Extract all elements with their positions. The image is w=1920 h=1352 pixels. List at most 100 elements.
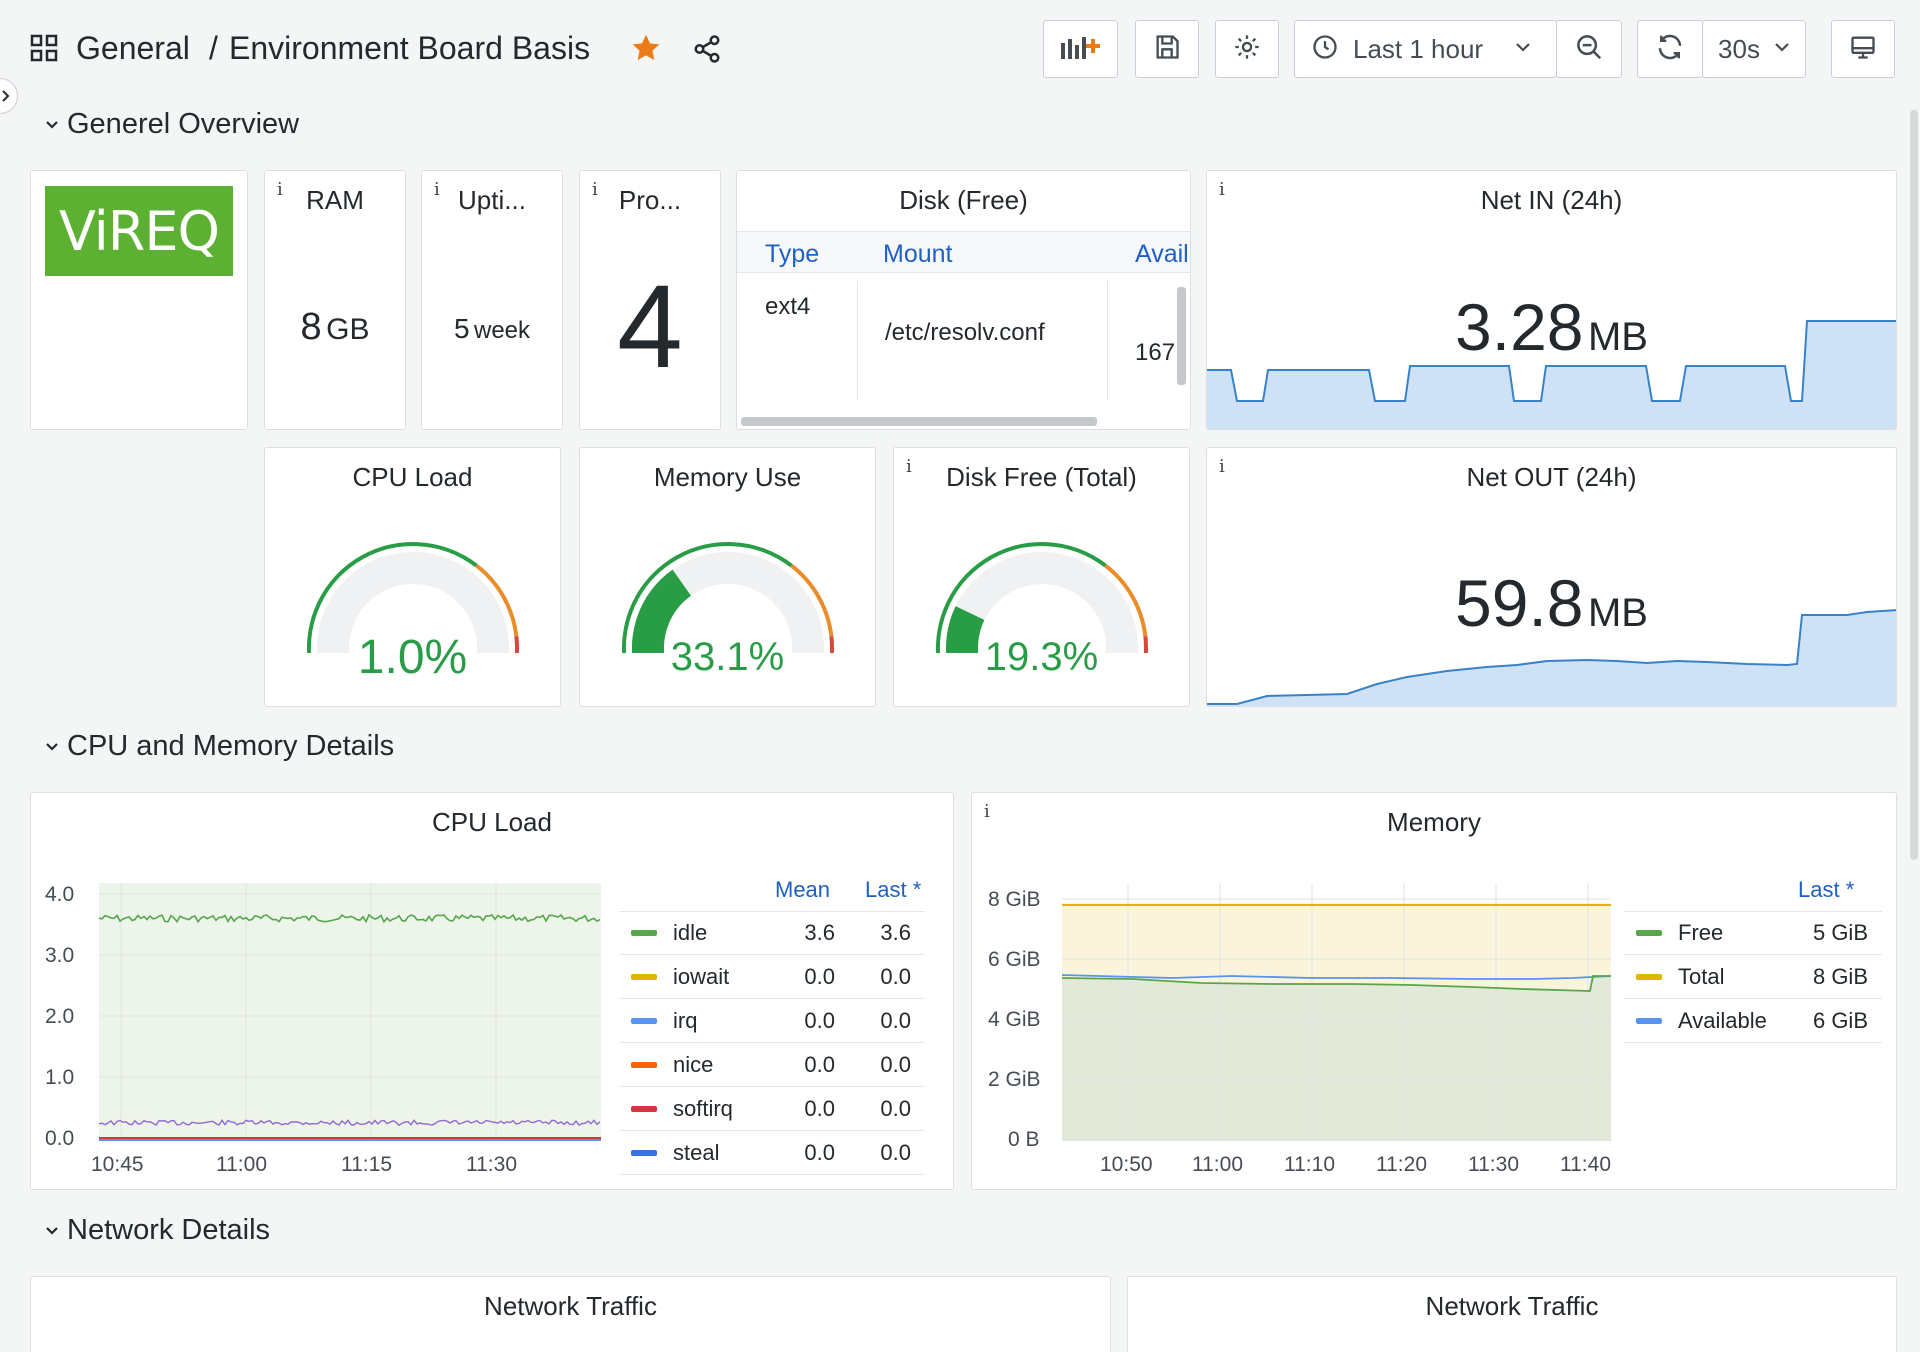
- legend-item[interactable]: Available 6 GiB: [1624, 1000, 1882, 1043]
- legend-swatch: [631, 1018, 657, 1024]
- cell-avail: 167: [1135, 339, 1176, 366]
- legend-series-name: Available: [1678, 1008, 1767, 1033]
- cpu-legend: Mean Last * idle 3.6 3.6 iowait 0.0 0.0 irq 0.0…: [619, 853, 941, 1175]
- panel-title: Network Traffic: [484, 1291, 657, 1321]
- legend-series-name: Total: [1678, 964, 1725, 989]
- tv-mode-button[interactable]: [1831, 20, 1895, 78]
- legend-item[interactable]: steal 0.0 0.0: [619, 1132, 925, 1175]
- network-traffic-panel-right: Network Traffic: [1127, 1276, 1897, 1352]
- gauge-threshold-band: [1104, 563, 1148, 637]
- ram-value: 8: [300, 306, 322, 348]
- row-header-cpu-memory[interactable]: CPU and Memory Details: [45, 730, 394, 763]
- cpu-gauge: [307, 542, 519, 653]
- uptime-unit: week: [474, 317, 531, 344]
- save-dashboard-button[interactable]: [1135, 20, 1199, 78]
- stat-value: 5 week: [422, 313, 562, 345]
- x-tick-label: 11:30: [1468, 1153, 1519, 1176]
- legend-last-value: 5 GiB: [1812, 920, 1868, 945]
- legend-series-name: steal: [673, 1140, 720, 1165]
- time-picker[interactable]: Last 1 hour: [1294, 20, 1557, 78]
- info-icon[interactable]: i: [984, 801, 990, 822]
- dashboard-title[interactable]: Environment Board Basis: [229, 30, 591, 66]
- info-icon[interactable]: i: [906, 456, 912, 477]
- memory-legend: Last * Free 5 GiB Total 8 GiB Available 6 GiB: [1624, 853, 1882, 1053]
- zoom-out-icon: [1574, 32, 1604, 67]
- stat-value: 3.28 MB: [1207, 289, 1896, 365]
- panel-title: Network Traffic: [1425, 1291, 1599, 1321]
- table-horizontal-scrollbar[interactable]: [741, 417, 1097, 426]
- legend-series-name: iowait: [673, 964, 730, 989]
- processes-stat-panel: i Pro... 4: [579, 170, 721, 430]
- legend-header-mean[interactable]: Mean: [775, 877, 831, 902]
- stat-value: 59.8 MB: [1207, 565, 1896, 641]
- y-tick-label: 1.0: [45, 1066, 74, 1089]
- legend-series-name: softirq: [673, 1096, 733, 1121]
- net-in-panel: i Net IN (24h) 3.28 MB: [1206, 170, 1897, 430]
- legend-header-last[interactable]: Last *: [865, 877, 922, 902]
- info-icon[interactable]: i: [1219, 456, 1225, 477]
- legend-mean-value: 0.0: [804, 1096, 835, 1121]
- gauge-threshold-band: [514, 636, 519, 653]
- top-bar: General / Environment Board Basis Last 1…: [0, 0, 1920, 100]
- panel-title: Disk Free (Total): [946, 462, 1137, 492]
- info-icon[interactable]: i: [1219, 179, 1225, 200]
- y-tick-label: 2.0: [45, 1005, 74, 1028]
- table-vertical-scrollbar[interactable]: [1177, 287, 1186, 385]
- x-tick-label: 10:50: [1100, 1153, 1153, 1176]
- column-header-type[interactable]: Type: [765, 240, 820, 268]
- y-tick-label: 4 GiB: [988, 1008, 1041, 1031]
- plot-area: [99, 883, 601, 1141]
- series-line-idle: [98, 913, 601, 924]
- page-scrollbar[interactable]: [1910, 110, 1918, 860]
- legend-item[interactable]: iowait 0.0 0.0: [619, 956, 925, 999]
- row-header-network[interactable]: Network Details: [45, 1214, 270, 1247]
- row-title: Generel Overview: [67, 108, 300, 140]
- legend-mean-value: 0.0: [804, 1008, 835, 1033]
- refresh-interval-picker[interactable]: 30s: [1702, 20, 1806, 78]
- legend-series-name: Free: [1678, 920, 1724, 945]
- panel-title: Pro...: [618, 185, 682, 215]
- legend-swatch: [1636, 974, 1662, 980]
- legend-item[interactable]: nice 0.0 0.0: [619, 1044, 925, 1087]
- memory-gauge: [622, 542, 834, 653]
- legend-item[interactable]: Free 5 GiB: [1624, 912, 1882, 955]
- add-panel-button[interactable]: [1043, 20, 1118, 78]
- cell-type: ext4: [765, 293, 811, 320]
- logo-panel: ViREQ: [30, 170, 248, 430]
- x-tick-label: 11:10: [1284, 1153, 1335, 1176]
- legend-item[interactable]: softirq 0.0 0.0: [619, 1088, 925, 1131]
- column-header-mount[interactable]: Mount: [883, 240, 953, 268]
- breadcrumb-folder[interactable]: General: [76, 30, 190, 66]
- column-header-avail[interactable]: Avail: [1135, 240, 1189, 268]
- refresh-button[interactable]: [1637, 20, 1703, 78]
- gauge-track: [317, 552, 509, 653]
- y-tick-label: 8 GiB: [988, 888, 1041, 911]
- monitor-icon: [1849, 33, 1877, 66]
- settings-button[interactable]: [1215, 20, 1279, 78]
- share-icon[interactable]: [692, 34, 722, 69]
- dashboards-grid-icon[interactable]: [30, 34, 58, 67]
- legend-mean-value: 0.0: [804, 1052, 835, 1077]
- star-icon[interactable]: [630, 32, 662, 69]
- zoom-out-button[interactable]: [1556, 20, 1622, 78]
- legend-swatch: [631, 1106, 657, 1112]
- legend-item[interactable]: idle 3.6 3.6: [619, 912, 925, 955]
- info-icon[interactable]: i: [277, 179, 283, 200]
- info-icon[interactable]: i: [434, 179, 440, 200]
- grid: [1062, 883, 1611, 1141]
- info-icon[interactable]: i: [592, 179, 598, 200]
- memory-use-gauge-panel: Memory Use 33.1%: [579, 447, 876, 707]
- legend-item[interactable]: irq 0.0 0.0: [619, 1000, 925, 1043]
- table-row[interactable]: ext4 /etc/resolv.conf 167: [737, 275, 1190, 407]
- row-header-general[interactable]: Generel Overview: [45, 108, 299, 141]
- cpu-load-chart: 4.0 3.0 2.0 1.0 0.0 10:45 11:00 11:15 11…: [45, 883, 601, 1176]
- gauge-threshold-band: [307, 542, 478, 653]
- legend-header-last[interactable]: Last *: [1798, 877, 1855, 902]
- gauge-threshold-band: [475, 563, 519, 637]
- panel-title: Disk (Free): [899, 185, 1028, 215]
- legend-series-name: nice: [673, 1052, 714, 1077]
- legend-item[interactable]: Total 8 GiB: [1624, 956, 1882, 999]
- legend-rows: idle 3.6 3.6 iowait 0.0 0.0 irq 0.0 0.0 nice 0.0 0.…: [619, 912, 925, 1175]
- disk-free-gauge-panel: i Disk Free (Total) 19.3%: [893, 447, 1190, 707]
- legend-series-name: irq: [673, 1008, 698, 1033]
